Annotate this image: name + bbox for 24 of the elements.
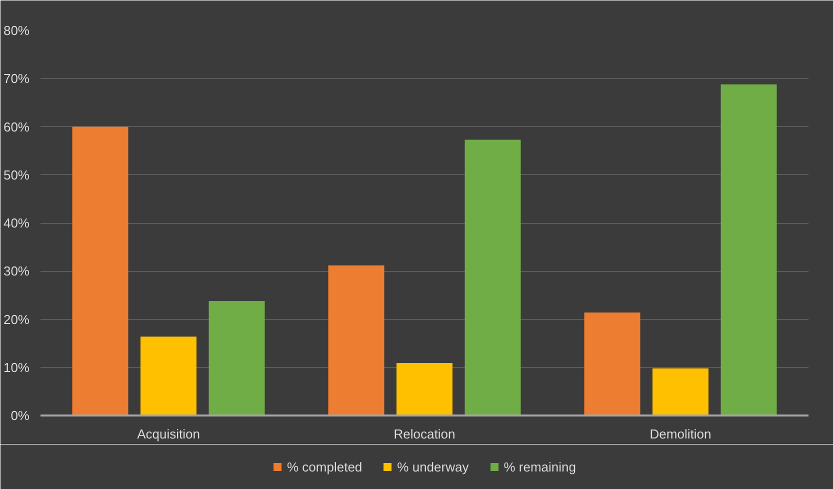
y-tick-label: 80%	[3, 23, 30, 38]
y-tick-label: 70%	[3, 71, 30, 86]
legend-label: % remaining	[504, 459, 576, 474]
y-tick-label: 40%	[3, 216, 30, 230]
legend-label: % completed	[287, 459, 362, 474]
y-tick-label: 30%	[3, 264, 30, 279]
bar	[328, 265, 384, 416]
bar	[208, 300, 265, 416]
bar	[464, 140, 521, 416]
x-tick-label: Acquisition	[137, 426, 200, 442]
y-tick-label: 60%	[3, 119, 30, 134]
y-tick-label: 0%	[10, 408, 30, 423]
bar	[72, 126, 128, 416]
bar	[396, 363, 452, 416]
y-tick-label: 50%	[3, 167, 30, 182]
bar	[720, 84, 777, 416]
x-tick-label: Demolition	[650, 426, 712, 442]
x-tick-label: Relocation	[394, 426, 456, 442]
y-tick-label: 10%	[3, 360, 30, 375]
bar	[584, 312, 640, 416]
bar	[140, 336, 196, 416]
bar	[652, 368, 708, 416]
legend-label: % underway	[397, 459, 469, 474]
y-tick-label: 20%	[3, 312, 30, 327]
